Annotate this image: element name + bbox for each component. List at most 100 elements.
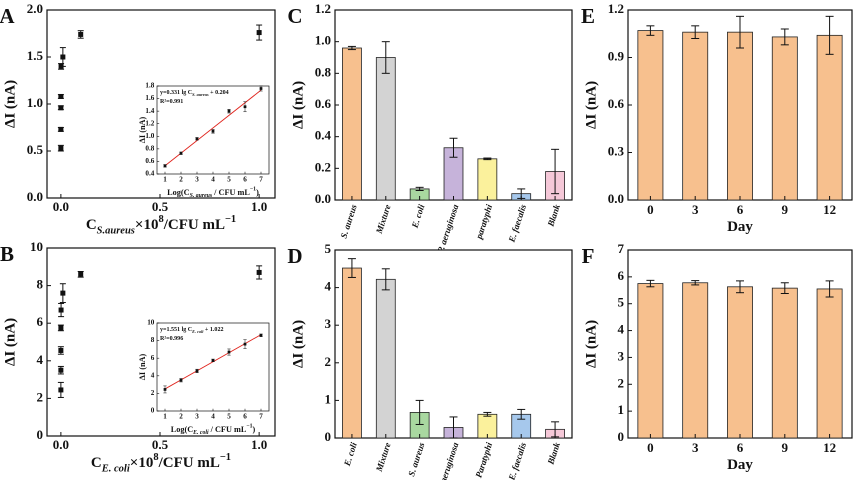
point	[78, 271, 84, 277]
error-bar	[551, 148, 560, 195]
y-tick-label: 0	[37, 427, 44, 442]
bar	[375, 57, 396, 201]
x-tick-label: 4	[211, 413, 215, 421]
y-tick-label: 1.0	[315, 33, 331, 48]
y-tick-label: 0.6	[608, 96, 625, 111]
x-tick-label: 5	[227, 176, 231, 184]
y-tick-label: 3	[325, 316, 332, 331]
point	[60, 54, 66, 60]
y-tick-label: 8	[37, 277, 44, 292]
plot-frame	[156, 322, 270, 412]
bar	[637, 30, 664, 201]
x-tick-label: 2	[179, 413, 183, 421]
error-bar	[691, 25, 700, 39]
point	[211, 129, 215, 133]
x-tick-label: 6	[243, 176, 247, 184]
point	[195, 369, 199, 373]
y-tick-label: 0.4	[315, 128, 332, 143]
x-axis-label: Day	[727, 457, 753, 473]
y-tick-label: 0.9	[608, 48, 625, 63]
y-tick-label: 0.5	[27, 142, 44, 157]
x-tick-label: 0.0	[53, 437, 69, 452]
error-bar	[780, 282, 789, 295]
point	[58, 93, 64, 99]
x-axis-label-part: −1	[250, 187, 256, 193]
y-tick-label: 6	[151, 354, 155, 362]
y-tick-label: 2.0	[27, 1, 43, 16]
y-tick-label: 10	[147, 319, 155, 327]
annotation-part: R²=0.991	[160, 98, 183, 105]
x-tick-label: 6	[737, 202, 744, 217]
x-tick-label: S. aureus	[338, 203, 358, 240]
point	[227, 109, 231, 113]
x-tick-label: 12	[823, 440, 836, 455]
x-tick-label: 0	[647, 440, 654, 455]
x-tick-label: paratyphi	[473, 203, 494, 241]
bar	[477, 158, 498, 201]
x-tick-label: 2	[179, 176, 183, 184]
error-bar	[736, 280, 744, 294]
point	[179, 378, 183, 382]
x-tick-label: 3	[195, 176, 199, 184]
point	[78, 31, 84, 37]
y-axis-label: ΔI (nA)	[290, 81, 306, 129]
y-tick-label: 5	[325, 241, 332, 256]
x-axis-label-part: C	[91, 455, 102, 471]
x-tick-label: 6	[243, 413, 247, 421]
x-axis-label: Log(CE. coli / CFU mL−1)	[171, 424, 256, 436]
x-tick-label: 3	[692, 440, 699, 455]
error-bar	[691, 280, 700, 286]
error-bar	[780, 28, 789, 46]
y-tick-label: 0.3	[608, 143, 625, 158]
x-tick-label: Blank	[545, 441, 562, 467]
y-tick-label: 1	[325, 391, 332, 406]
x-axis-label: Log(CS. aureus / CFU mL−1)	[167, 187, 259, 199]
point	[58, 145, 64, 151]
panel-label: F	[582, 244, 595, 268]
x-tick-label: Mixture	[374, 441, 393, 474]
y-axis-label: ΔI (nA)	[2, 80, 18, 128]
y-tick-label: 0.6	[145, 157, 154, 165]
x-tick-label: 12	[823, 202, 836, 217]
panel-label: E	[581, 4, 595, 28]
x-tick-label: Mixture	[374, 203, 393, 236]
annotation: R²=0.996	[160, 335, 183, 342]
annotation: y=0.331 lg CS. aureus + 0.204	[160, 90, 229, 97]
y-tick-label: 4	[151, 371, 155, 379]
error-bar	[381, 268, 390, 291]
x-axis-label: CS.aureus×108/CFU mL−1	[86, 214, 236, 236]
y-tick-label: 0.8	[315, 64, 332, 79]
x-tick-label: Blank	[545, 203, 562, 229]
point	[58, 325, 64, 331]
point	[256, 269, 262, 275]
point	[58, 105, 64, 111]
y-tick-label: 1.6	[145, 94, 154, 102]
bar	[375, 278, 396, 439]
x-tick-label: E. coli	[409, 203, 426, 230]
x-tick-label: 0	[647, 202, 654, 217]
point	[195, 137, 199, 141]
y-tick-label: 1.0	[27, 95, 43, 110]
x-axis-label-part: Day	[727, 457, 753, 473]
x-axis-label-part: −1	[220, 452, 231, 463]
x-tick-label: Paratyphi	[473, 441, 494, 479]
annotation: y=1.551 lg CE. coli + 1.022	[160, 327, 224, 334]
bar	[816, 34, 843, 201]
y-tick-label: 1.8	[145, 82, 154, 90]
x-tick-label: P. aeruginosa	[435, 441, 460, 480]
x-tick-label: 1.0	[251, 199, 267, 214]
annotation-part: E. coli	[191, 329, 204, 334]
error-bar	[381, 41, 390, 74]
plot-frame	[334, 249, 573, 439]
y-tick-label: 6	[618, 268, 625, 283]
panel-label: A	[0, 4, 15, 28]
error-bar	[646, 279, 655, 288]
y-tick-label: 0.6	[315, 96, 332, 111]
x-axis-label-part: S.aureus	[97, 226, 135, 237]
y-tick-label: 4	[618, 322, 625, 337]
bar	[682, 31, 709, 201]
point	[163, 164, 167, 168]
error-bar	[517, 408, 526, 420]
x-axis-label: Day	[727, 219, 753, 235]
y-tick-label: 0.2	[315, 159, 331, 174]
